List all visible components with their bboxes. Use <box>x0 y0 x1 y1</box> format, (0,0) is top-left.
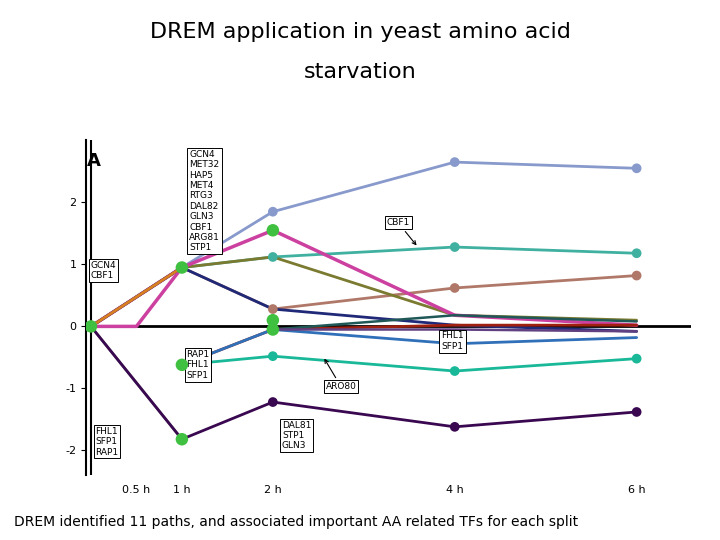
Point <box>85 322 96 330</box>
Text: starvation: starvation <box>304 62 416 82</box>
Point <box>176 263 188 272</box>
Point <box>631 354 642 363</box>
Text: ARO80: ARO80 <box>325 360 356 391</box>
Text: DREM application in yeast amino acid: DREM application in yeast amino acid <box>150 22 570 42</box>
Text: GCN4
MET32
HAP5
MET4
RTG3
DAL82
GLN3
CBF1
ARG81
STP1: GCN4 MET32 HAP5 MET4 RTG3 DAL82 GLN3 CBF… <box>189 150 220 252</box>
Point <box>449 422 461 431</box>
Point <box>449 242 461 251</box>
Text: CBF1: CBF1 <box>387 218 416 245</box>
Point <box>176 361 188 369</box>
Point <box>631 271 642 280</box>
Point <box>85 322 96 330</box>
Text: DREM identified 11 paths, and associated important AA related TFs for each split: DREM identified 11 paths, and associated… <box>14 515 579 529</box>
Point <box>267 253 279 261</box>
Point <box>176 263 188 272</box>
Text: GCN4
CBF1: GCN4 CBF1 <box>91 261 117 280</box>
Point <box>449 367 461 375</box>
Point <box>176 263 188 272</box>
Point <box>176 263 188 272</box>
Point <box>267 352 279 361</box>
Point <box>631 164 642 173</box>
Point <box>267 325 279 334</box>
Text: A: A <box>87 152 102 170</box>
Text: DAL81
STP1
GLN3: DAL81 STP1 GLN3 <box>282 421 311 450</box>
Point <box>267 316 279 325</box>
Point <box>85 322 96 330</box>
Point <box>267 207 279 216</box>
Point <box>85 322 96 330</box>
Point <box>176 435 188 443</box>
Point <box>631 408 642 416</box>
Text: RAP1
FHL1
SFP1: RAP1 FHL1 SFP1 <box>186 350 210 380</box>
Point <box>85 322 96 330</box>
Point <box>449 158 461 166</box>
Text: FHL1
SFP1: FHL1 SFP1 <box>441 332 464 351</box>
Point <box>176 435 188 443</box>
Point <box>267 226 279 234</box>
Point <box>176 361 188 369</box>
Point <box>449 284 461 292</box>
Point <box>267 398 279 407</box>
Point <box>631 249 642 258</box>
Point <box>267 305 279 313</box>
Text: FHL1
SFP1
RAP1: FHL1 SFP1 RAP1 <box>96 427 119 457</box>
